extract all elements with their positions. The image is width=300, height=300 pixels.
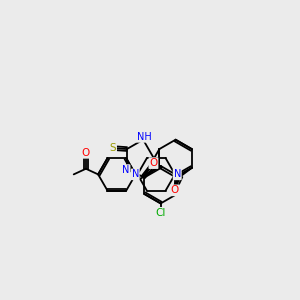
Text: O: O	[149, 158, 158, 168]
Text: N: N	[122, 165, 130, 175]
Text: S: S	[110, 143, 116, 153]
Text: NH: NH	[137, 132, 152, 142]
Text: N: N	[173, 169, 181, 179]
Text: O: O	[171, 185, 179, 195]
Text: N: N	[131, 169, 139, 179]
Text: Cl: Cl	[155, 208, 166, 218]
Text: O: O	[82, 148, 90, 158]
